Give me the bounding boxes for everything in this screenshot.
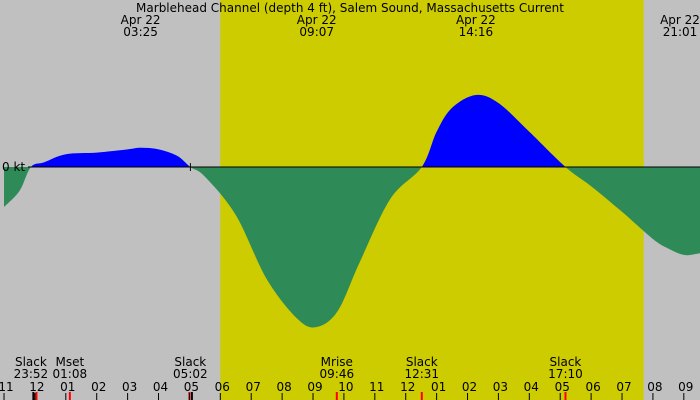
event-marker-red <box>420 392 423 400</box>
zero-knot-label: 0 kt <box>2 160 25 174</box>
bottom-label-name: Slack <box>550 355 582 369</box>
top-label-time: 14:16 <box>459 25 494 39</box>
x-tick-label: 06 <box>215 380 230 394</box>
top-label-time: 03:25 <box>123 25 158 39</box>
ebb-area <box>4 167 700 328</box>
x-tick-label: 04 <box>524 380 539 394</box>
x-tick-label: 01 <box>431 380 446 394</box>
bottom-label-name: Mrise <box>321 355 353 369</box>
x-tick-label: 03 <box>493 380 508 394</box>
x-tick-label: 04 <box>153 380 168 394</box>
top-label-time: 21:01 <box>663 25 698 39</box>
x-tick-label: 01 <box>60 380 75 394</box>
x-tick-label: 12 <box>29 380 44 394</box>
bottom-label-time: 12:31 <box>404 367 439 381</box>
plus-marker: + <box>185 160 195 174</box>
chart-title: Marblehead Channel (depth 4 ft), Salem S… <box>136 1 564 15</box>
x-tick-label: 05 <box>184 380 199 394</box>
hour-axis: 11 12 01 02 03 04 05 06 07 08 09 10 11 12 01 02 03 04 05 06… <box>0 380 693 400</box>
x-tick-label: 08 <box>276 380 291 394</box>
event-marker-red <box>564 392 567 400</box>
top-label-date: Apr 22 <box>456 13 496 27</box>
x-tick-label: 10 <box>338 380 353 394</box>
bottom-label-name: Slack <box>15 355 47 369</box>
x-tick-label: 03 <box>122 380 137 394</box>
bottom-label-name: Slack <box>174 355 206 369</box>
top-label-date: Apr 22 <box>297 13 337 27</box>
x-tick-label: 11 <box>369 380 384 394</box>
top-label-date: Apr 22 <box>660 13 700 27</box>
x-tick-label: 07 <box>246 380 261 394</box>
bottom-label-name: Mset <box>55 355 84 369</box>
x-tick-label: 09 <box>678 380 693 394</box>
bottom-label-time: 23:52 <box>14 367 49 381</box>
flood-area <box>4 94 700 167</box>
x-tick-label: 06 <box>585 380 600 394</box>
event-marker-red <box>35 392 38 400</box>
bottom-label-time: 05:02 <box>173 367 208 381</box>
x-tick-label: 09 <box>307 380 322 394</box>
bottom-label-name: Slack <box>406 355 438 369</box>
x-tick-label: 05 <box>555 380 570 394</box>
event-marker-red <box>68 392 71 400</box>
x-tick-label: 12 <box>400 380 415 394</box>
bottom-label-time: 17:10 <box>548 367 583 381</box>
x-tick-label: 08 <box>647 380 662 394</box>
x-tick-label: 11 <box>0 380 14 394</box>
x-tick-label: 02 <box>462 380 477 394</box>
event-marker-black <box>32 392 35 400</box>
event-marker-black <box>190 392 193 400</box>
top-label-time: 09:07 <box>299 25 334 39</box>
x-tick-label: 07 <box>616 380 631 394</box>
x-tick-label: 02 <box>91 380 106 394</box>
top-label-date: Apr 22 <box>121 13 161 27</box>
event-marker-red <box>335 392 338 400</box>
bottom-label-time: 09:46 <box>320 367 355 381</box>
current-area-layer <box>4 94 700 328</box>
bottom-label-time: 01:08 <box>53 367 88 381</box>
bottom-event-labels: Slack23:52Mset01:08Slack05:02Mrise09:46S… <box>14 355 583 381</box>
